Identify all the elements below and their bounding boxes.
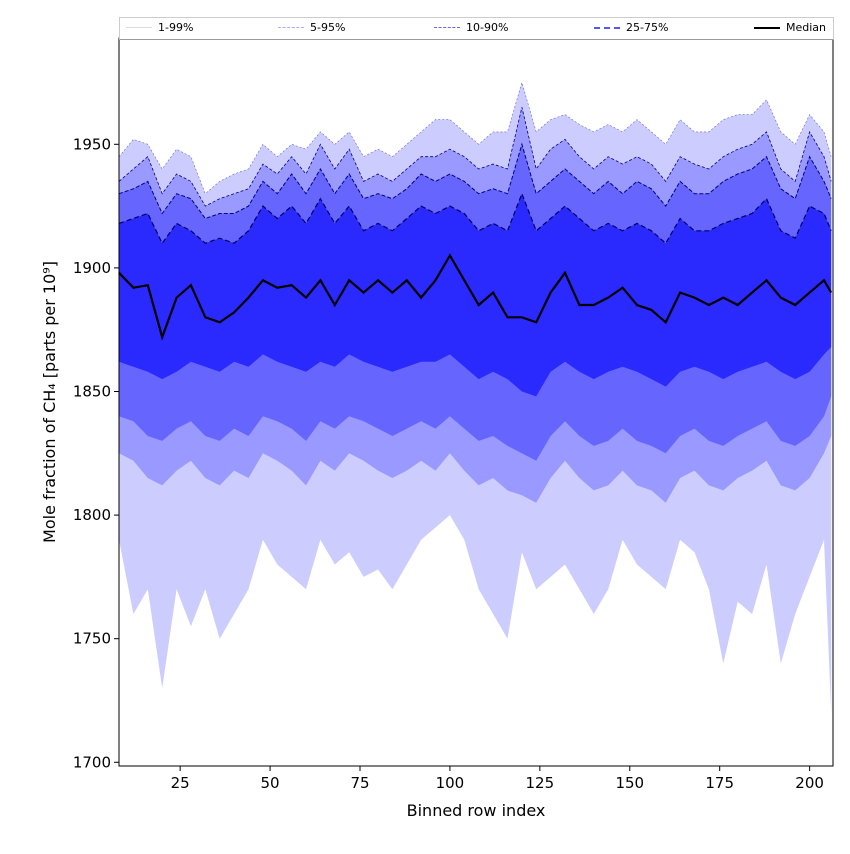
legend-item-25-75: 25-75% (594, 21, 668, 34)
y-tick-label: 1700 (73, 753, 111, 771)
x-tick-label: 25 (171, 774, 190, 792)
x-tick-label: 100 (436, 774, 465, 792)
band-25-75 (119, 193, 832, 397)
x-tick-label: 150 (615, 774, 644, 792)
legend-swatch (754, 26, 780, 29)
legend-swatch (434, 27, 460, 28)
x-tick-label: 200 (795, 774, 824, 792)
legend-label: 5-95% (310, 21, 346, 34)
y-tick-label: 1900 (73, 259, 111, 277)
y-tick-label: 1850 (73, 382, 111, 400)
legend-item-10-90: 10-90% (434, 21, 508, 34)
legend-swatch (594, 26, 620, 29)
y-tick-label: 1950 (73, 135, 111, 153)
line-p99 (118, 81, 832, 195)
legend-label: 10-90% (466, 21, 509, 34)
y-axis: 1700 1750 1800 1850 1900 1950 (73, 135, 119, 771)
legend-item-5-95: 5-95% (278, 21, 345, 34)
percentile-bands (119, 82, 832, 713)
y-tick-label: 1800 (73, 506, 111, 524)
legend: 1-99% 5-95% 10-90% 25-75% Median (119, 17, 834, 40)
legend-label: 1-99% (158, 21, 194, 34)
series-lines (118, 81, 833, 341)
line-p90 (118, 142, 832, 220)
x-tick-label: 50 (261, 774, 280, 792)
x-tick-label: 75 (350, 774, 369, 792)
legend-swatch (278, 27, 304, 28)
x-axis-label: Binned row index (407, 801, 546, 820)
legend-label: Median (786, 21, 827, 34)
legend-item-median: Median (754, 21, 826, 34)
x-tick-label: 125 (526, 774, 555, 792)
y-tick-label: 1750 (73, 630, 111, 648)
x-axis: 25 50 75 100 125 150 175 200 (171, 766, 824, 792)
legend-label: 25-75% (626, 21, 669, 34)
line-p95 (118, 107, 832, 207)
line-median (118, 253, 833, 341)
legend-item-1-99: 1-99% (126, 21, 193, 34)
x-tick-label: 175 (705, 774, 734, 792)
y-axis-label: Mole fraction of CH₄ [parts per 10⁹] (40, 261, 59, 543)
legend-swatch (126, 27, 152, 28)
